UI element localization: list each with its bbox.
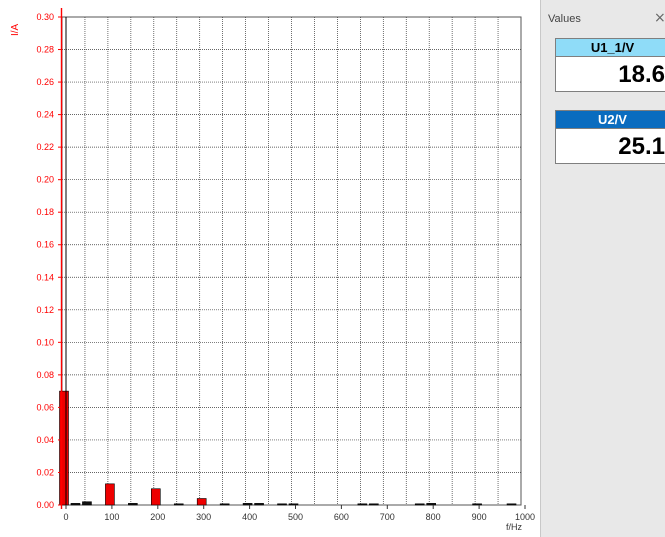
spectrum-chart: 0.00 0.02 0.04 0.06 0.08 0.10 0.12 0.14 0.16 0.18… bbox=[10, 8, 535, 532]
value-readout-u1: 18.6 bbox=[618, 61, 665, 88]
value-display-u1[interactable]: U1_1/V 18.6 bbox=[555, 38, 665, 92]
y-tick-label: 0.00 bbox=[36, 500, 54, 510]
bar bbox=[254, 503, 264, 506]
y-tick-label: 0.22 bbox=[36, 142, 54, 152]
y-tick-label: 0.16 bbox=[36, 240, 54, 250]
bar bbox=[506, 503, 517, 506]
value-label-u1: U1_1/V bbox=[556, 39, 665, 57]
y-tick-label: 0.06 bbox=[36, 402, 54, 412]
x-tick-label: 900 bbox=[472, 512, 487, 522]
x-tick-label: 600 bbox=[334, 512, 349, 522]
x-tick-label: 1000 bbox=[515, 512, 535, 522]
y-axis-label: I/A bbox=[10, 23, 21, 36]
y-tick-label: 0.02 bbox=[36, 467, 54, 477]
y-tick-label: 0.14 bbox=[36, 272, 54, 282]
values-panel: Values × U1_1/V 18.6 U2/V 25.1 bbox=[540, 0, 665, 537]
x-axis-label: f/Hz bbox=[506, 522, 523, 532]
values-panel-header: Values × bbox=[541, 7, 665, 31]
bar bbox=[288, 503, 299, 506]
y-tick-label: 0.18 bbox=[36, 207, 54, 217]
x-tick-label: 400 bbox=[242, 512, 257, 522]
x-tick-label: 200 bbox=[150, 512, 165, 522]
bar bbox=[151, 488, 161, 506]
x-tick-label: 800 bbox=[426, 512, 441, 522]
close-icon[interactable]: × bbox=[654, 10, 665, 26]
y-tick-label: 0.10 bbox=[36, 337, 54, 347]
y-tick-label: 0.08 bbox=[36, 370, 54, 380]
x-tick-label: 0 bbox=[63, 512, 68, 522]
bar bbox=[196, 498, 207, 506]
bar bbox=[82, 501, 92, 506]
bar bbox=[369, 503, 379, 506]
bar bbox=[105, 483, 115, 506]
x-tick-label: 300 bbox=[196, 512, 211, 522]
y-tick-label: 0.24 bbox=[36, 110, 54, 120]
bar bbox=[173, 503, 184, 506]
x-tick-label: 500 bbox=[288, 512, 303, 522]
bar bbox=[426, 503, 437, 506]
x-tick-label: 100 bbox=[104, 512, 119, 522]
bar bbox=[357, 503, 368, 506]
y-tick-label: 0.26 bbox=[36, 77, 54, 87]
y-tick-label: 0.12 bbox=[36, 305, 54, 315]
bar bbox=[277, 503, 287, 506]
value-readout-u2: 25.1 bbox=[618, 133, 665, 160]
y-tick-label: 0.30 bbox=[36, 12, 54, 22]
value-label-u2: U2/V bbox=[556, 111, 665, 129]
y-tick-label: 0.28 bbox=[36, 45, 54, 55]
bar bbox=[414, 503, 425, 506]
bar bbox=[219, 503, 230, 506]
values-panel-title: Values bbox=[548, 13, 581, 25]
value-display-u2[interactable]: U2/V 25.1 bbox=[555, 110, 665, 164]
y-tick-label: 0.20 bbox=[36, 175, 54, 185]
x-tick-label: 700 bbox=[380, 512, 395, 522]
bar bbox=[242, 503, 253, 506]
bar bbox=[128, 503, 138, 506]
chart-area: 0.00 0.02 0.04 0.06 0.08 0.10 0.12 0.14 0.16 0.18… bbox=[10, 8, 536, 532]
bar bbox=[59, 390, 69, 506]
bar bbox=[472, 503, 482, 506]
y-tick-label: 0.04 bbox=[36, 435, 54, 445]
bar bbox=[70, 503, 81, 506]
